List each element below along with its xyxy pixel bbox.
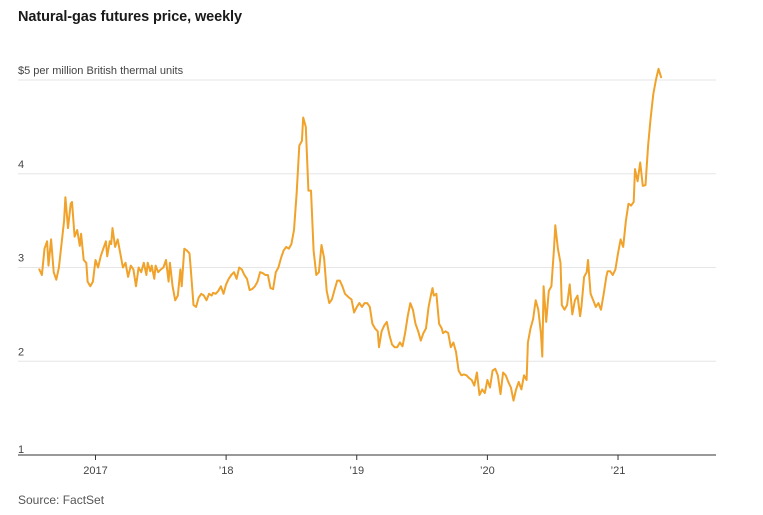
y-tick-label: 4 <box>18 159 24 171</box>
series-line <box>38 67 663 402</box>
x-tick-label: ’20 <box>480 465 495 477</box>
y-tick-label: 3 <box>18 253 24 265</box>
y-unit-label: $5 per million British thermal units <box>18 65 184 77</box>
x-tick-label: ’18 <box>219 465 234 477</box>
x-axis: 2017 ’18 ’19 ’20 ’21 <box>18 454 716 477</box>
chart-title: Natural-gas futures price, weekly <box>18 9 242 25</box>
x-tick-label: 2017 <box>83 465 107 477</box>
x-tick-label: ’19 <box>349 465 364 477</box>
source-note: Source: FactSet <box>18 493 105 507</box>
series-group <box>38 67 663 402</box>
x-tick-label: ’21 <box>611 465 626 477</box>
y-axis-labels: $5 per million British thermal units 4 3 2 1 <box>18 65 184 456</box>
y-tick-label: 2 <box>18 346 24 358</box>
grid-lines <box>18 79 716 362</box>
y-tick-label: 1 <box>18 444 24 456</box>
